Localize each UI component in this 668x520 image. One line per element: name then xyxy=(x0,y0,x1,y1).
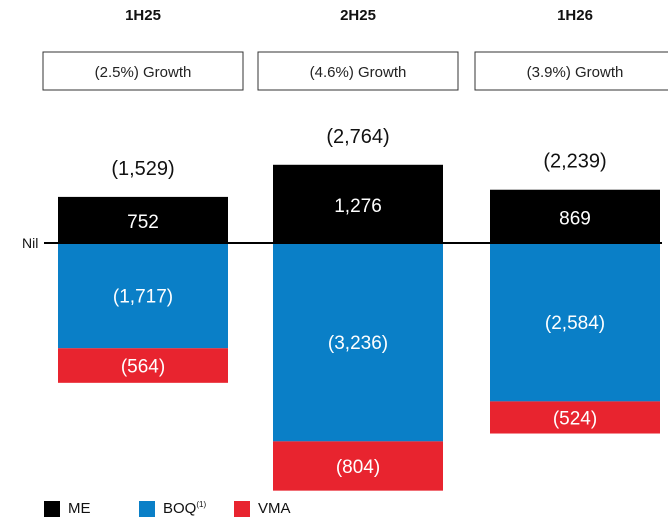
legend-item-boq: BOQ(1) xyxy=(139,500,234,517)
legend-item-me: ME xyxy=(44,500,139,517)
legend-label-boq: BOQ(1) xyxy=(163,500,206,517)
period-header-2h25: 2H25 xyxy=(340,7,376,24)
legend: ME BOQ(1) VMA xyxy=(44,500,329,517)
period-header-1h26: 1H26 xyxy=(557,7,593,24)
period-header-1h25: 1H25 xyxy=(125,7,161,24)
data-label-me: 752 xyxy=(127,212,159,233)
data-label-boq: (3,236) xyxy=(328,333,388,354)
growth-label: (3.9%) Growth xyxy=(527,64,624,81)
period-headers: 1H25 2H25 1H26 xyxy=(125,7,593,24)
growth-box xyxy=(42,51,244,91)
growth-box xyxy=(257,51,459,91)
bar-vma-1h26 xyxy=(490,401,660,434)
growth-label: (2.5%) Growth xyxy=(95,64,192,81)
legend-footnote: (1) xyxy=(196,500,207,509)
legend-swatch-me xyxy=(44,500,60,517)
total-labels: (1,529) (2,764) (2,239) xyxy=(111,126,606,180)
legend-label-me: ME xyxy=(68,500,91,517)
data-label-boq: (2,584) xyxy=(545,313,605,334)
total-label: (1,529) xyxy=(111,158,174,180)
total-label: (2,764) xyxy=(326,126,389,148)
bar-me-1h26 xyxy=(490,189,660,243)
total-label: (2,239) xyxy=(543,151,606,173)
growth-box xyxy=(474,51,668,91)
legend-swatch-boq xyxy=(139,500,155,517)
data-label-boq: (1,717) xyxy=(113,287,173,308)
growth-label: (4.6%) Growth xyxy=(310,64,407,81)
legend-label-vma: VMA xyxy=(258,500,291,517)
legend-item-vma: VMA xyxy=(234,500,329,517)
data-label-vma: (804) xyxy=(336,457,380,478)
zero-axis: Nil xyxy=(22,235,662,251)
bar-boq-1h25 xyxy=(58,243,228,349)
bar-boq-2h25 xyxy=(273,243,443,442)
legend-label-boq-text: BOQ xyxy=(163,500,197,517)
growth-boxes: (2.5%) Growth (4.6%) Growth (3.9%) Growth xyxy=(42,51,668,91)
data-label-vma: (564) xyxy=(121,357,165,378)
legend-swatch-vma xyxy=(234,500,250,517)
data-label-me: 1,276 xyxy=(334,196,382,217)
bars-group: 752 (1,717) (564) 1,276 (3,236) (804) 869 (2,58… xyxy=(58,164,660,491)
bar-vma-1h25 xyxy=(58,348,228,383)
bar-boq-1h26 xyxy=(490,243,660,402)
data-label-vma: (524) xyxy=(553,408,597,429)
zero-label: Nil xyxy=(22,235,38,251)
bar-vma-2h25 xyxy=(273,441,443,491)
bar-me-2h25 xyxy=(273,164,443,243)
bar-me-1h25 xyxy=(58,196,228,243)
data-label-me: 869 xyxy=(559,208,591,229)
